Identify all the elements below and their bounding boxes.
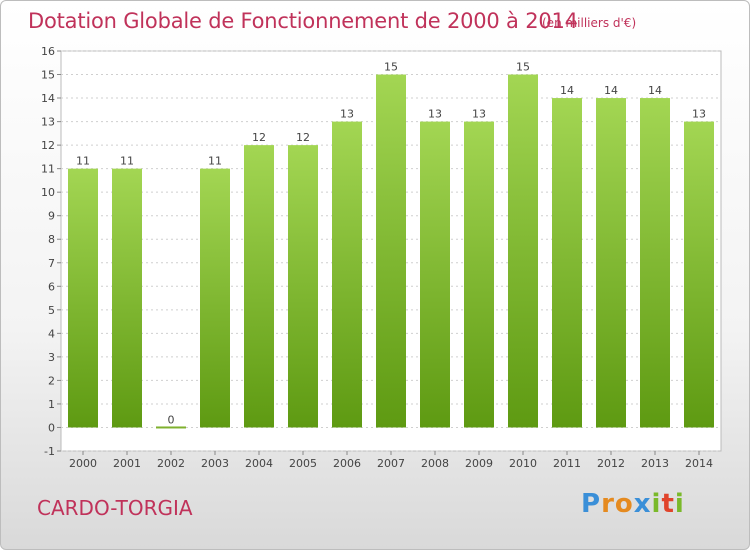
x-tick-label: 2004 (245, 457, 273, 470)
x-tick-label: 2008 (421, 457, 449, 470)
y-tick-label: 6 (48, 280, 55, 293)
data-label: 14 (560, 84, 574, 97)
chart-unit: (en milliers d'€) (542, 16, 637, 30)
y-tick-label: 16 (41, 45, 55, 58)
x-tick-label: 2010 (509, 457, 537, 470)
y-tick-label: 14 (41, 92, 55, 105)
y-tick-label: 12 (41, 139, 55, 152)
bar (684, 121, 714, 428)
x-tick-label: 2000 (69, 457, 97, 470)
bar (112, 168, 142, 428)
data-label: 14 (648, 84, 662, 97)
bar (156, 426, 186, 429)
y-tick-label: 9 (48, 210, 55, 223)
y-tick-label: -1 (44, 445, 55, 458)
data-label: 0 (168, 413, 175, 426)
data-label: 12 (296, 131, 310, 144)
x-tick-label: 2014 (685, 457, 713, 470)
logo-letter: i (651, 489, 662, 519)
bar (244, 145, 274, 428)
bar (596, 98, 626, 428)
x-tick-label: 2002 (157, 457, 185, 470)
data-label: 13 (340, 108, 354, 121)
bar (200, 168, 230, 428)
proxiti-logo: Proxiti (581, 489, 685, 519)
x-tick-label: 2001 (113, 457, 141, 470)
y-tick-label: 3 (48, 351, 55, 364)
logo-letter: x (633, 489, 652, 519)
y-tick-label: 0 (48, 421, 55, 434)
y-tick-label: 7 (48, 257, 55, 270)
y-tick-label: 2 (48, 374, 55, 387)
y-tick-label: 4 (48, 327, 55, 340)
bar (376, 74, 406, 428)
x-tick-label: 2007 (377, 457, 405, 470)
bar (464, 121, 494, 428)
x-tick-label: 2013 (641, 457, 669, 470)
x-tick-label: 2012 (597, 457, 625, 470)
y-tick-label: 1 (48, 398, 55, 411)
bar (552, 98, 582, 428)
bar (420, 121, 450, 428)
bar (508, 74, 538, 428)
x-tick-label: 2009 (465, 457, 493, 470)
bar (332, 121, 362, 428)
x-tick-label: 2011 (553, 457, 581, 470)
data-label: 11 (76, 155, 90, 168)
x-tick-label: 2005 (289, 457, 317, 470)
y-tick-label: 5 (48, 304, 55, 317)
commune-name: CARDO-TORGIA (37, 496, 193, 520)
data-label: 12 (252, 131, 266, 144)
data-label: 13 (692, 108, 706, 121)
x-tick-label: 2003 (201, 457, 229, 470)
bar (640, 98, 670, 428)
data-label: 14 (604, 84, 618, 97)
data-label: 13 (472, 108, 486, 121)
logo-letter: t (661, 489, 675, 519)
data-label: 11 (120, 155, 134, 168)
x-tick-label: 2006 (333, 457, 361, 470)
data-label: 15 (516, 61, 530, 74)
logo-letter: r (601, 489, 615, 519)
y-tick-label: 10 (41, 186, 55, 199)
bar (68, 168, 98, 428)
y-tick-label: 13 (41, 116, 55, 129)
chart-title: Dotation Globale de Fonctionnement de 20… (28, 9, 578, 33)
logo-letter: o (614, 489, 634, 519)
y-tick-label: 11 (41, 163, 55, 176)
data-label: 11 (208, 155, 222, 168)
y-tick-label: 15 (41, 69, 55, 82)
logo-letter: P (581, 489, 602, 519)
data-label: 13 (428, 108, 442, 121)
data-label: 15 (384, 61, 398, 74)
bar (288, 145, 318, 428)
logo-letter: i (674, 489, 685, 519)
y-tick-label: 8 (48, 233, 55, 246)
